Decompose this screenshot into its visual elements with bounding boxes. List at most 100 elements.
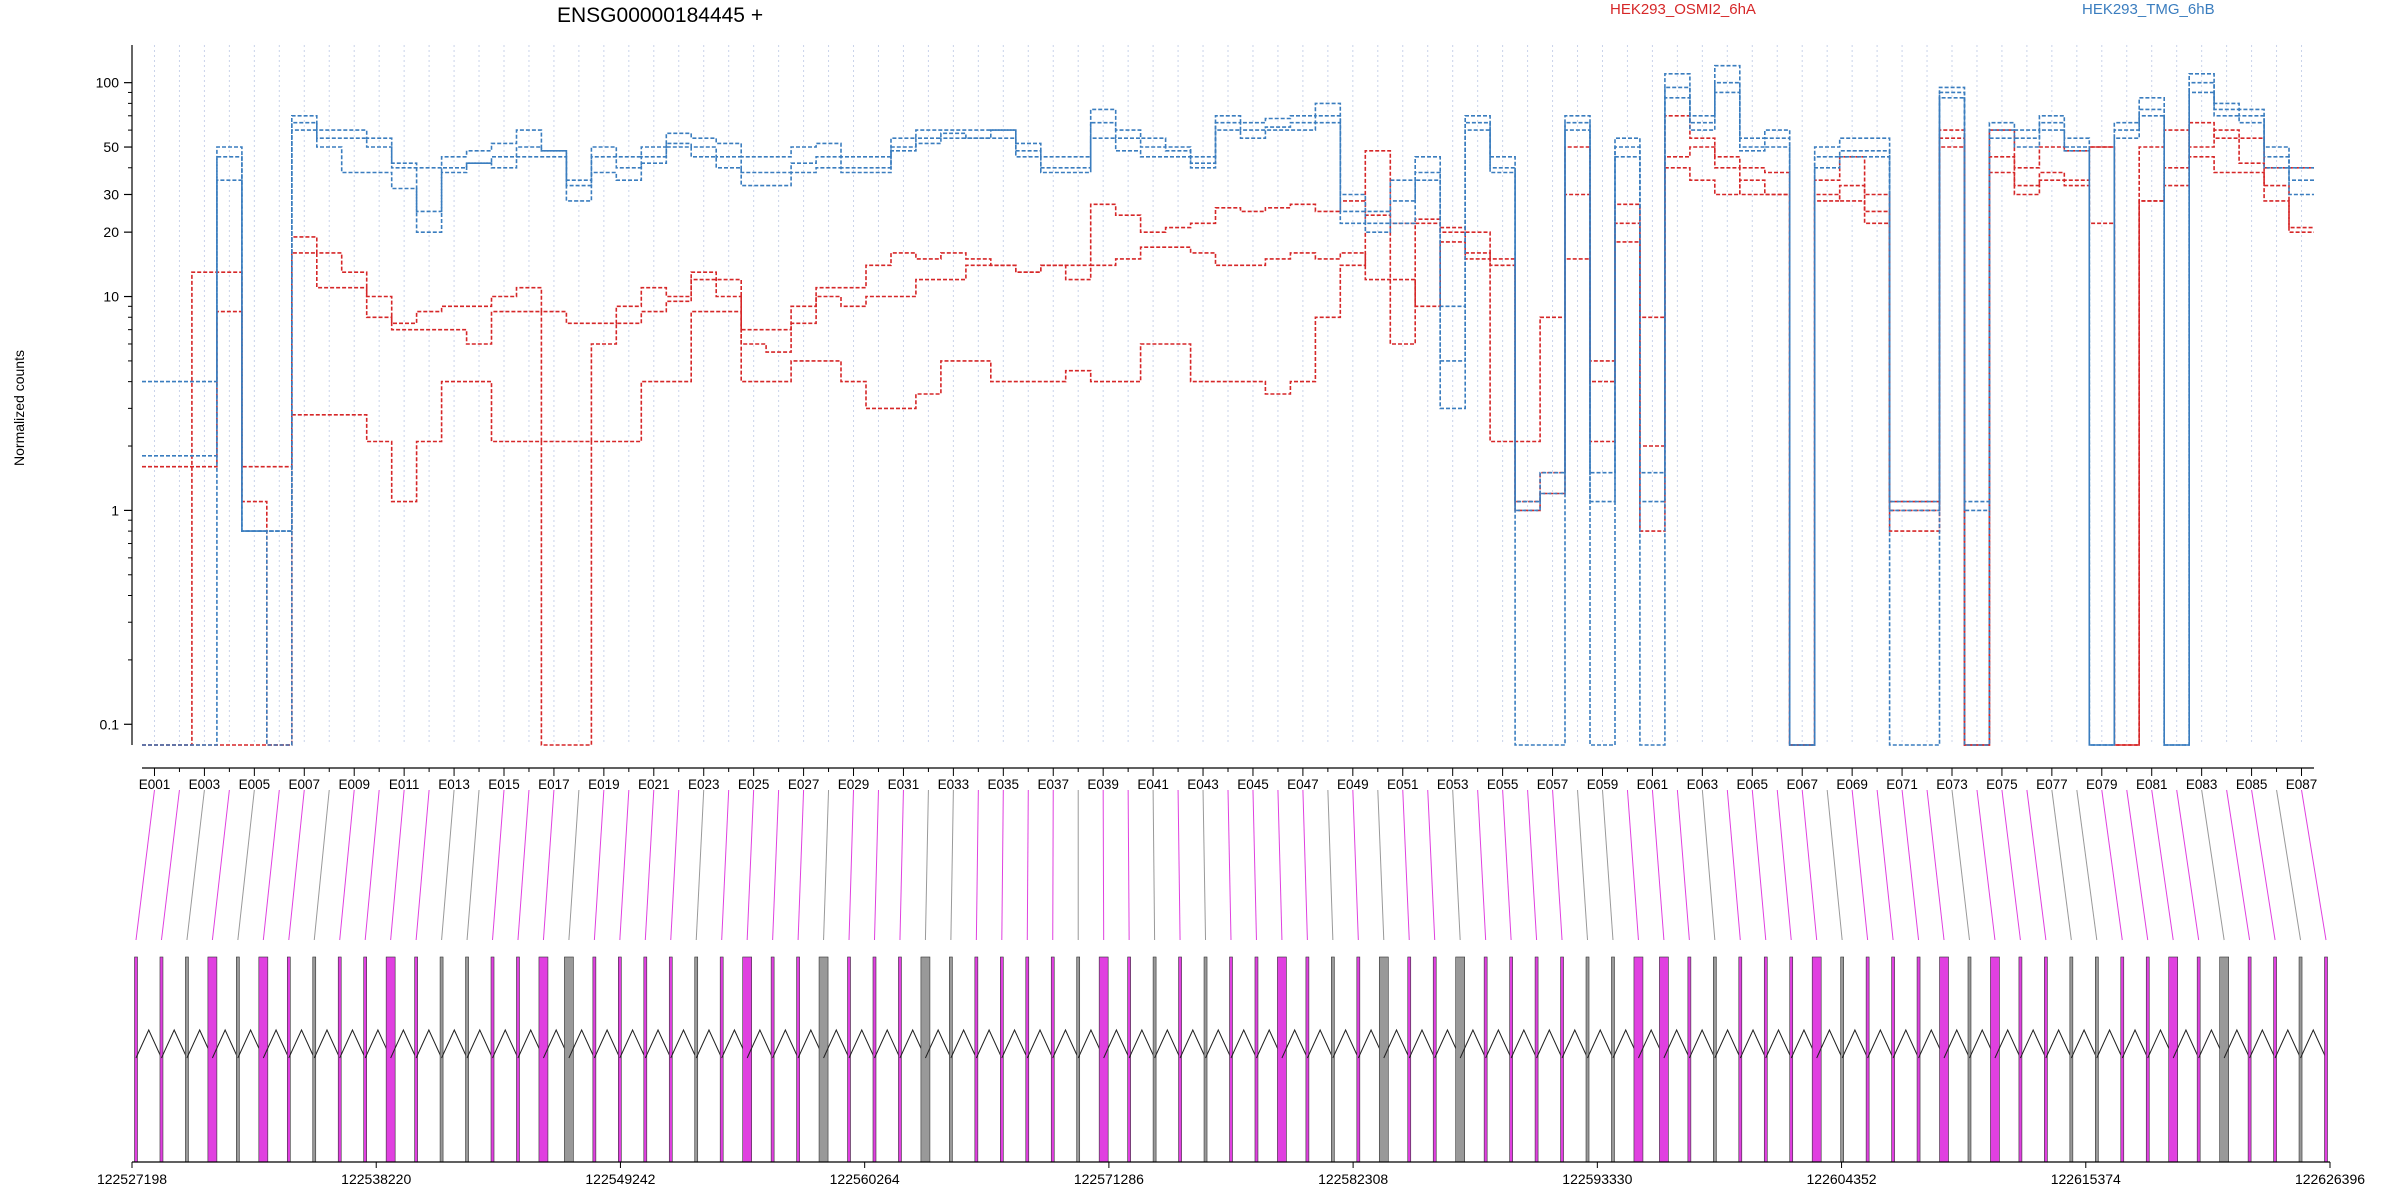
intron-line xyxy=(1128,1028,1156,1059)
exon-connector xyxy=(1601,789,1614,941)
intron-line xyxy=(262,1028,290,1059)
exon-block xyxy=(1356,956,1361,1163)
exon-connector xyxy=(772,789,780,941)
x-tick-label: E031 xyxy=(888,777,920,792)
exon-block xyxy=(1763,956,1768,1163)
exon-block xyxy=(818,956,829,1163)
exon-connector xyxy=(517,789,530,941)
x-tick-label: E027 xyxy=(788,777,820,792)
exon-connector xyxy=(1202,789,1207,941)
exon-connector xyxy=(466,789,480,941)
intron-line xyxy=(2121,1028,2149,1059)
chart-title: ENSG00000184445 + xyxy=(557,4,763,27)
exon-connector xyxy=(1302,789,1308,941)
intron-line xyxy=(161,1028,188,1059)
intron-line xyxy=(1739,1028,1767,1059)
exon-block xyxy=(258,956,269,1163)
exon-connector xyxy=(1352,789,1359,941)
exon-connector xyxy=(1252,789,1257,941)
exon-block xyxy=(1000,956,1004,1163)
exon-connector xyxy=(1427,789,1436,941)
exon-connector xyxy=(1026,789,1029,941)
legend-tmg: HEK293_TMG_6hB xyxy=(2082,1,2215,18)
exon-connector xyxy=(2226,789,2251,941)
exon-block xyxy=(1891,956,1895,1163)
intron-line xyxy=(1230,1028,1257,1059)
exon-connector xyxy=(492,789,505,941)
exon-block xyxy=(1939,956,1949,1163)
intron-line xyxy=(1485,1028,1512,1059)
genomic-tick-label: 122593330 xyxy=(1562,1171,1632,1187)
intron-line xyxy=(1892,1028,1920,1059)
genomic-tick-label: 122604352 xyxy=(1807,1171,1877,1187)
exon-block xyxy=(1076,956,1081,1163)
exon-block xyxy=(2120,956,2125,1163)
exon-connector xyxy=(695,789,705,941)
exon-block xyxy=(159,956,164,1163)
exon-block xyxy=(1534,956,1539,1163)
exon-block xyxy=(592,956,597,1163)
y-tick-label: 30 xyxy=(103,186,119,202)
x-tick-label: E029 xyxy=(838,777,870,792)
exon-block xyxy=(2196,956,2201,1163)
exon-block xyxy=(1916,956,1921,1163)
exon-connector xyxy=(1901,789,1920,941)
x-tick-label: E063 xyxy=(1687,777,1719,792)
intron-line xyxy=(1867,1028,1894,1059)
series-line-3 xyxy=(142,121,2314,746)
exon-connector xyxy=(1102,789,1105,941)
intron-line xyxy=(1510,1028,1538,1059)
intron-line xyxy=(1001,1028,1028,1059)
genomic-tick-label: 122582308 xyxy=(1318,1171,1388,1187)
exon-connector xyxy=(160,789,180,941)
intron-line xyxy=(2172,1028,2200,1059)
x-tick-label: E053 xyxy=(1437,777,1469,792)
exon-block xyxy=(385,956,396,1163)
x-tick-label: E055 xyxy=(1487,777,1519,792)
exon-connector xyxy=(1751,789,1767,941)
exon-connector xyxy=(924,789,929,941)
exon-connector xyxy=(568,789,580,941)
exon-block xyxy=(1990,956,2000,1163)
intron-line xyxy=(1154,1028,1181,1059)
genomic-tick-label: 122626396 xyxy=(2295,1171,2365,1187)
exon-connector xyxy=(1676,789,1690,941)
x-tick-label: E075 xyxy=(1986,777,2018,792)
exon-connector xyxy=(2126,789,2149,941)
exon-connector xyxy=(1876,789,1894,941)
exon-block xyxy=(236,956,240,1163)
intron-line xyxy=(975,1028,1003,1059)
intron-line xyxy=(1587,1028,1614,1059)
x-tick-label: E017 xyxy=(538,777,570,792)
exon-connector xyxy=(797,789,805,941)
intron-line xyxy=(695,1028,723,1059)
intron-line xyxy=(1103,1028,1130,1059)
exon-connector xyxy=(1726,789,1741,941)
x-tick-label: E059 xyxy=(1587,777,1619,792)
exon-connector xyxy=(1327,789,1334,941)
intron-line xyxy=(2045,1028,2072,1059)
intron-line xyxy=(390,1028,417,1059)
exon-block xyxy=(1560,956,1564,1163)
genomic-tick-label: 122527198 xyxy=(97,1171,167,1187)
exon-connector xyxy=(237,789,255,941)
intron-line xyxy=(746,1028,774,1059)
y-tick-label: 50 xyxy=(103,139,119,155)
exon-block xyxy=(1305,956,1310,1163)
exon-connector xyxy=(262,789,280,941)
x-tick-label: E033 xyxy=(938,777,970,792)
intron-line xyxy=(466,1028,493,1059)
intron-line xyxy=(1281,1028,1308,1059)
exon-block xyxy=(618,956,622,1163)
intron-line xyxy=(2096,1028,2123,1059)
exon-block xyxy=(439,956,444,1163)
exon-connector xyxy=(1826,789,1843,941)
exon-connector xyxy=(2051,789,2072,941)
exon-connector xyxy=(2176,789,2200,941)
exon-connector xyxy=(1651,789,1665,941)
intron-line xyxy=(593,1028,621,1059)
exon-block xyxy=(1967,956,1972,1163)
intron-line xyxy=(339,1028,366,1059)
genomic-axis: 122527198 122538220 122549242 122560264 1225… xyxy=(97,1161,2365,1187)
